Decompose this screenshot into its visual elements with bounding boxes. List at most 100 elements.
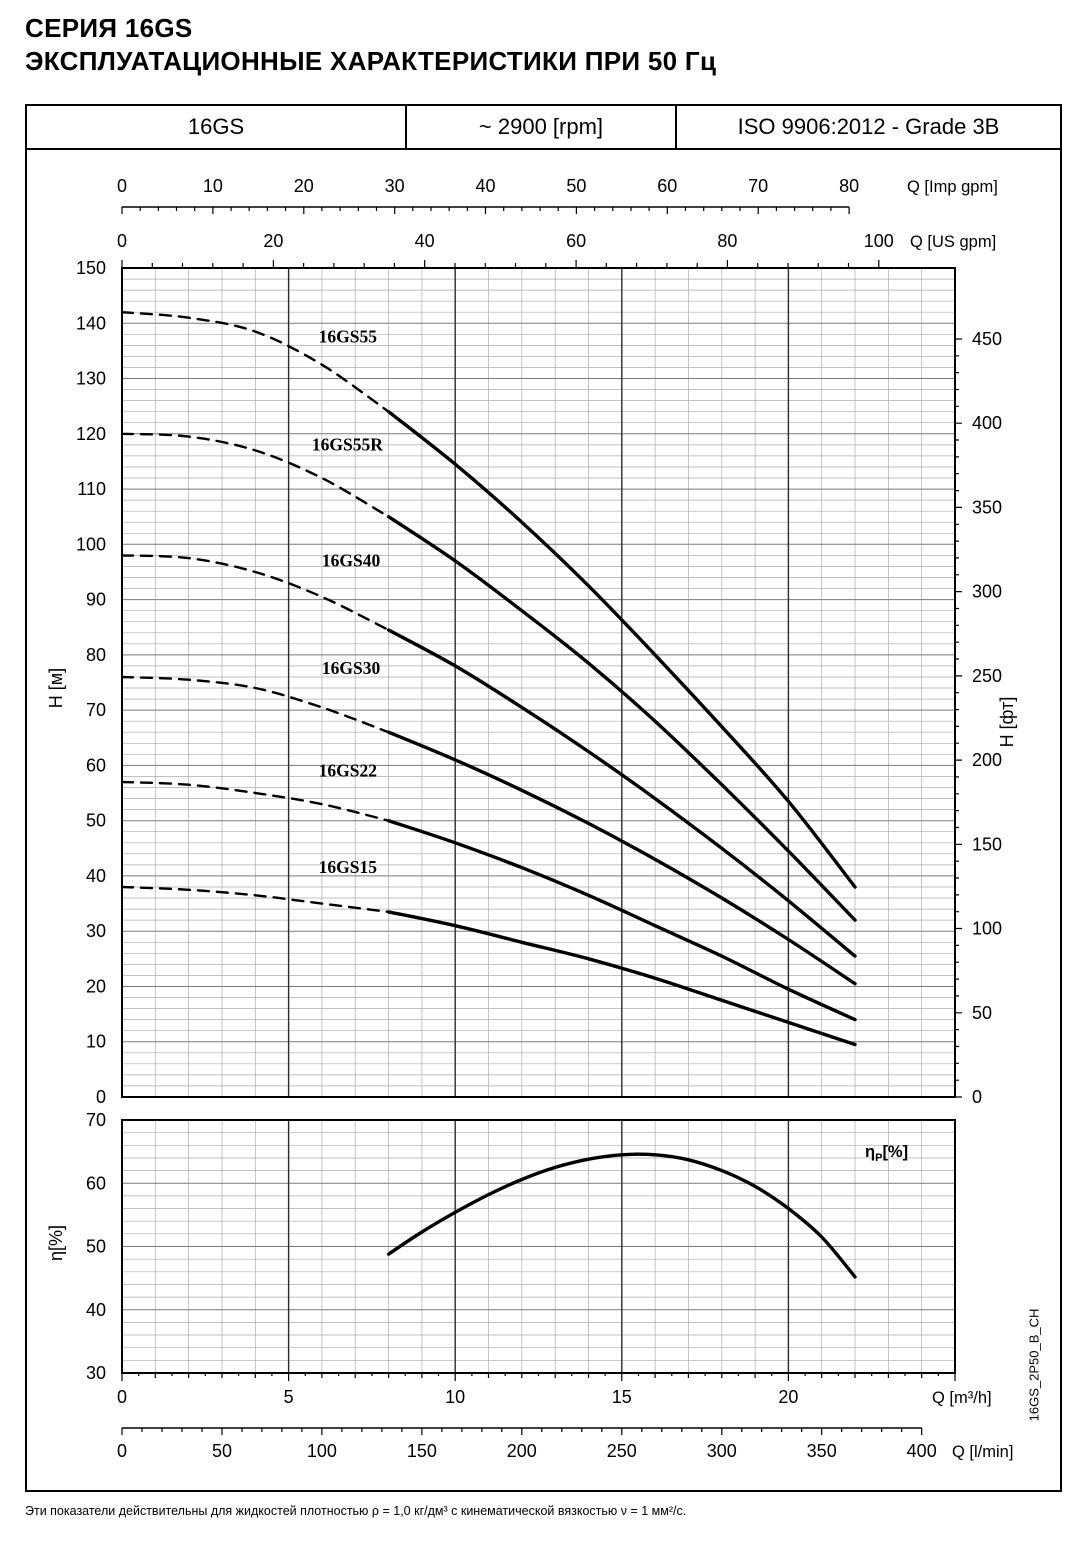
lmin-axis: 0 50 100 150 200 250 300 350 400 Q [l/min] bbox=[117, 1427, 1013, 1461]
chart-frame: 16GS ~ 2900 [rpm] ISO 9906:2012 - Grade … bbox=[25, 104, 1062, 1492]
h-m-tick-label: 70 bbox=[86, 700, 106, 720]
us-gpm-axis: 0 20 40 60 80 100 Q [US gpm] bbox=[117, 231, 996, 268]
h-ft-tick-label: 0 bbox=[972, 1087, 982, 1107]
curve-label-16GS30: 16GS30 bbox=[322, 658, 381, 678]
curve-16GS55-dashed bbox=[120, 311, 390, 413]
h-m-tick-label: 140 bbox=[76, 313, 106, 333]
h-ft-tick-label: 50 bbox=[972, 1003, 992, 1023]
imp-tick-label: 70 bbox=[748, 176, 768, 196]
main-grid bbox=[122, 268, 955, 1097]
h-ft-tick-label: 350 bbox=[972, 497, 1002, 517]
curve-16GS40 bbox=[386, 628, 857, 958]
imp-tick-label: 50 bbox=[566, 176, 586, 196]
eta-tick-label: 50 bbox=[86, 1237, 106, 1257]
h-m-tick-label: 40 bbox=[86, 866, 106, 886]
lmin-tick-label: 300 bbox=[707, 1441, 737, 1461]
h-m-tick-label: 30 bbox=[86, 921, 106, 941]
eta-tick-label: 40 bbox=[86, 1300, 106, 1320]
y-axis-label-ft: H [фт] bbox=[997, 697, 1017, 748]
footer-note: Эти показатели действительны для жидкост… bbox=[25, 1504, 687, 1518]
h-m-tick-label: 20 bbox=[86, 977, 106, 997]
h-ft-tick-label: 200 bbox=[972, 750, 1002, 770]
us-tick-label: 80 bbox=[717, 231, 737, 251]
curve-label-16GS40: 16GS40 bbox=[322, 550, 381, 570]
lmin-tick-label: 100 bbox=[307, 1441, 337, 1461]
us-tick-label: 40 bbox=[415, 231, 435, 251]
h-ft-tick-label: 150 bbox=[972, 834, 1002, 854]
h-ft-tick-label: 100 bbox=[972, 919, 1002, 939]
m3h-tick-label: 20 bbox=[778, 1387, 798, 1407]
h-ft-tick-label: 300 bbox=[972, 582, 1002, 602]
curve-16GS22 bbox=[386, 819, 857, 1022]
us-tick-label: 0 bbox=[117, 231, 127, 251]
eff-grid bbox=[122, 1120, 955, 1373]
eta-tick-label: 70 bbox=[86, 1110, 106, 1130]
curve-16GS55R bbox=[386, 515, 857, 922]
h-m-tick-label: 0 bbox=[96, 1087, 106, 1107]
h-m-tick-label: 100 bbox=[76, 534, 106, 554]
curve-16GS55 bbox=[386, 410, 857, 889]
imp-tick-label: 80 bbox=[839, 176, 859, 196]
lmin-tick-label: 150 bbox=[407, 1441, 437, 1461]
us-axis-ticks bbox=[121, 260, 880, 268]
imp-gpm-axis: 0 10 20 30 40 50 60 70 80 Q [Imp gpm] bbox=[117, 176, 998, 214]
curve-label-16GS22: 16GS22 bbox=[319, 761, 377, 781]
grid-v-major bbox=[287, 268, 790, 1097]
lmin-tick-label: 400 bbox=[907, 1441, 937, 1461]
imp-tick-label: 10 bbox=[203, 176, 223, 196]
imp-tick-label: 0 bbox=[117, 176, 127, 196]
main-y-axis: 0 10 20 30 40 50 60 70 80 90 100 110 120 130 140 150 0 50… bbox=[46, 258, 1017, 1107]
us-tick-label: 20 bbox=[263, 231, 283, 251]
h-m-tick-label: 50 bbox=[86, 811, 106, 831]
us-tick-label: 60 bbox=[566, 231, 586, 251]
lmin-ticks bbox=[121, 1428, 923, 1435]
header-table: 16GS ~ 2900 [rpm] ISO 9906:2012 - Grade … bbox=[27, 106, 1060, 150]
m3h-tick-label: 15 bbox=[612, 1387, 632, 1407]
h-ft-ticks bbox=[955, 338, 962, 1098]
eta-tick-label: 60 bbox=[86, 1173, 106, 1193]
curve-16GS30 bbox=[386, 730, 857, 986]
pump-model: 16GS bbox=[27, 106, 407, 148]
m3h-tick-label: 5 bbox=[284, 1387, 294, 1407]
curve-16GS15 bbox=[386, 910, 857, 1047]
lmin-axis-title: Q [l/min] bbox=[952, 1443, 1013, 1461]
pump-speed: ~ 2900 [rpm] bbox=[407, 106, 677, 148]
h-m-tick-label: 10 bbox=[86, 1032, 106, 1052]
curve-16GS30-dashed bbox=[120, 675, 390, 734]
imp-tick-label: 20 bbox=[294, 176, 314, 196]
curve-label-16GS15: 16GS15 bbox=[319, 857, 378, 877]
m3h-tick-label: 10 bbox=[445, 1387, 465, 1407]
page-title-line1: СЕРИЯ 16GS bbox=[25, 13, 193, 43]
lmin-tick-label: 250 bbox=[607, 1441, 637, 1461]
y-axis-label-m: H [м] bbox=[46, 668, 66, 708]
lmin-tick-label: 0 bbox=[117, 1441, 127, 1461]
eta-axis-label: η[%] bbox=[46, 1225, 66, 1261]
doc-code: 16GS_2P50_B_CH bbox=[1026, 1308, 1042, 1422]
imp-axis-title: Q [Imp gpm] bbox=[907, 178, 998, 196]
grid-minor bbox=[122, 268, 955, 1097]
curve-efficiency bbox=[386, 1152, 857, 1279]
curve-16GS15-dashed bbox=[120, 885, 390, 914]
lmin-tick-label: 200 bbox=[507, 1441, 537, 1461]
h-m-tick-label: 110 bbox=[77, 479, 106, 499]
lmin-tick-label: 350 bbox=[807, 1441, 837, 1461]
us-axis-title: Q [US gpm] bbox=[910, 233, 996, 251]
h-m-tick-label: 90 bbox=[86, 590, 106, 610]
eta-tick-label: 30 bbox=[86, 1363, 106, 1383]
h-m-tick-label: 150 bbox=[76, 258, 106, 278]
imp-tick-label: 40 bbox=[475, 176, 495, 196]
h-m-tick-label: 120 bbox=[76, 424, 106, 444]
test-standard: ISO 9906:2012 - Grade 3B bbox=[737, 114, 1000, 139]
curve-label-16GS55: 16GS55 bbox=[319, 327, 378, 347]
efficiency-chart: 30 40 50 60 70 η[%] ηP[%] bbox=[46, 1110, 908, 1383]
us-tick-label: 100 bbox=[864, 231, 894, 251]
h-ft-tick-label: 250 bbox=[972, 666, 1002, 686]
main-plot-frame bbox=[121, 267, 956, 1098]
curve-16GS55R-dashed bbox=[120, 432, 390, 518]
grid-h-major bbox=[122, 1182, 955, 1311]
page-title-line2: ЭКСПЛУАТАЦИОННЫЕ ХАРАКТЕРИСТИКИ ПРИ 50 Г… bbox=[25, 46, 717, 76]
curve-16GS40-dashed bbox=[120, 554, 390, 632]
m3h-tick-label: 0 bbox=[117, 1387, 127, 1407]
m3h-axis: 0 5 10 15 20 Q [m³/h] bbox=[117, 1373, 992, 1407]
